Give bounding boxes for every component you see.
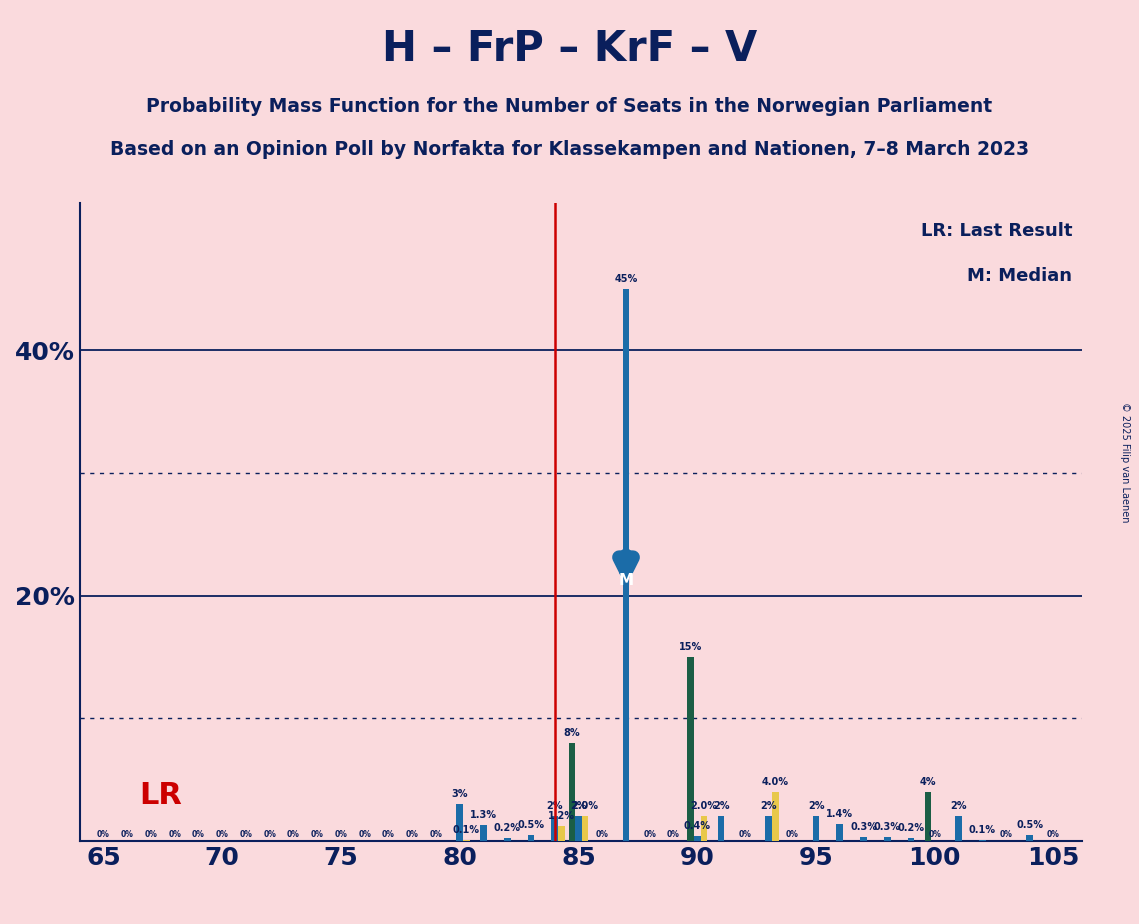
Text: 2%: 2% [571,801,587,811]
Text: 3%: 3% [451,789,468,799]
Text: 2%: 2% [713,801,729,811]
Bar [575,816,582,841]
Text: 0%: 0% [405,830,419,839]
Text: 0.3%: 0.3% [874,822,901,833]
Bar [765,816,772,841]
Bar [481,825,486,841]
Text: H – FrP – KrF – V: H – FrP – KrF – V [382,28,757,69]
Bar [956,816,961,841]
Text: 45%: 45% [614,274,638,285]
Text: 0.3%: 0.3% [850,822,877,833]
Bar [813,816,819,841]
Text: 1.3%: 1.3% [470,810,497,820]
Text: 0%: 0% [359,830,371,839]
Text: 0%: 0% [596,830,608,839]
Text: 4.0%: 4.0% [762,777,788,787]
Text: 0%: 0% [145,830,157,839]
Text: 0.5%: 0.5% [1016,820,1043,830]
Text: 0%: 0% [667,830,680,839]
Bar [457,804,464,841]
Bar [925,792,932,841]
Text: 1.4%: 1.4% [826,808,853,819]
Bar [836,823,843,841]
Text: © 2025 Filip van Laenen: © 2025 Filip van Laenen [1121,402,1130,522]
Text: 2%: 2% [760,801,777,811]
Text: 0%: 0% [738,830,752,839]
Text: 0%: 0% [169,830,181,839]
Bar [558,826,565,841]
Text: 0%: 0% [263,830,276,839]
Text: 0%: 0% [382,830,395,839]
Bar [978,840,985,841]
Text: 0%: 0% [239,830,253,839]
Text: Based on an Opinion Poll by Norfakta for Klassekampen and Nationen, 7–8 March 20: Based on an Opinion Poll by Norfakta for… [110,140,1029,160]
Text: M: Median: M: Median [967,267,1072,285]
Text: 0%: 0% [121,830,133,839]
Text: M: M [618,574,633,589]
Text: 0%: 0% [1047,830,1060,839]
Text: 0%: 0% [335,830,347,839]
Bar [718,816,724,841]
Bar [551,816,558,841]
Text: 0%: 0% [1000,830,1013,839]
Text: 8%: 8% [564,728,580,738]
Text: 0%: 0% [215,830,229,839]
Text: 0%: 0% [311,830,323,839]
Bar [464,840,469,841]
Text: 0.1%: 0.1% [969,825,995,834]
Text: 0%: 0% [429,830,442,839]
Bar [700,816,707,841]
Text: 0.4%: 0.4% [683,821,711,831]
Text: LR: LR [139,781,182,810]
Bar [772,792,778,841]
Bar [884,837,891,841]
Text: 0.1%: 0.1% [453,825,480,834]
Text: 0%: 0% [786,830,798,839]
Bar [582,816,589,841]
Text: 2.0%: 2.0% [572,801,599,811]
Text: 2%: 2% [547,801,563,811]
Text: 0%: 0% [287,830,300,839]
Text: 0.5%: 0.5% [517,820,544,830]
Bar [623,289,630,841]
Text: 0%: 0% [644,830,656,839]
Text: 2.0%: 2.0% [690,801,718,811]
Bar [503,838,510,841]
Bar [860,837,867,841]
Text: 0%: 0% [97,830,110,839]
Text: 2%: 2% [950,801,967,811]
Text: 1.2%: 1.2% [548,811,575,821]
Bar [687,657,694,841]
Text: LR: Last Result: LR: Last Result [920,223,1072,240]
Bar [568,743,575,841]
Bar [527,834,534,841]
Bar [1026,834,1033,841]
Text: 0.2%: 0.2% [898,823,925,833]
Text: 0%: 0% [192,830,205,839]
Text: 0%: 0% [928,830,941,839]
Text: 15%: 15% [679,642,703,652]
Text: 0.2%: 0.2% [494,823,521,833]
Text: Probability Mass Function for the Number of Seats in the Norwegian Parliament: Probability Mass Function for the Number… [147,97,992,116]
Bar [908,838,915,841]
Text: 4%: 4% [920,777,936,787]
Bar [694,836,700,841]
Text: 2%: 2% [808,801,825,811]
